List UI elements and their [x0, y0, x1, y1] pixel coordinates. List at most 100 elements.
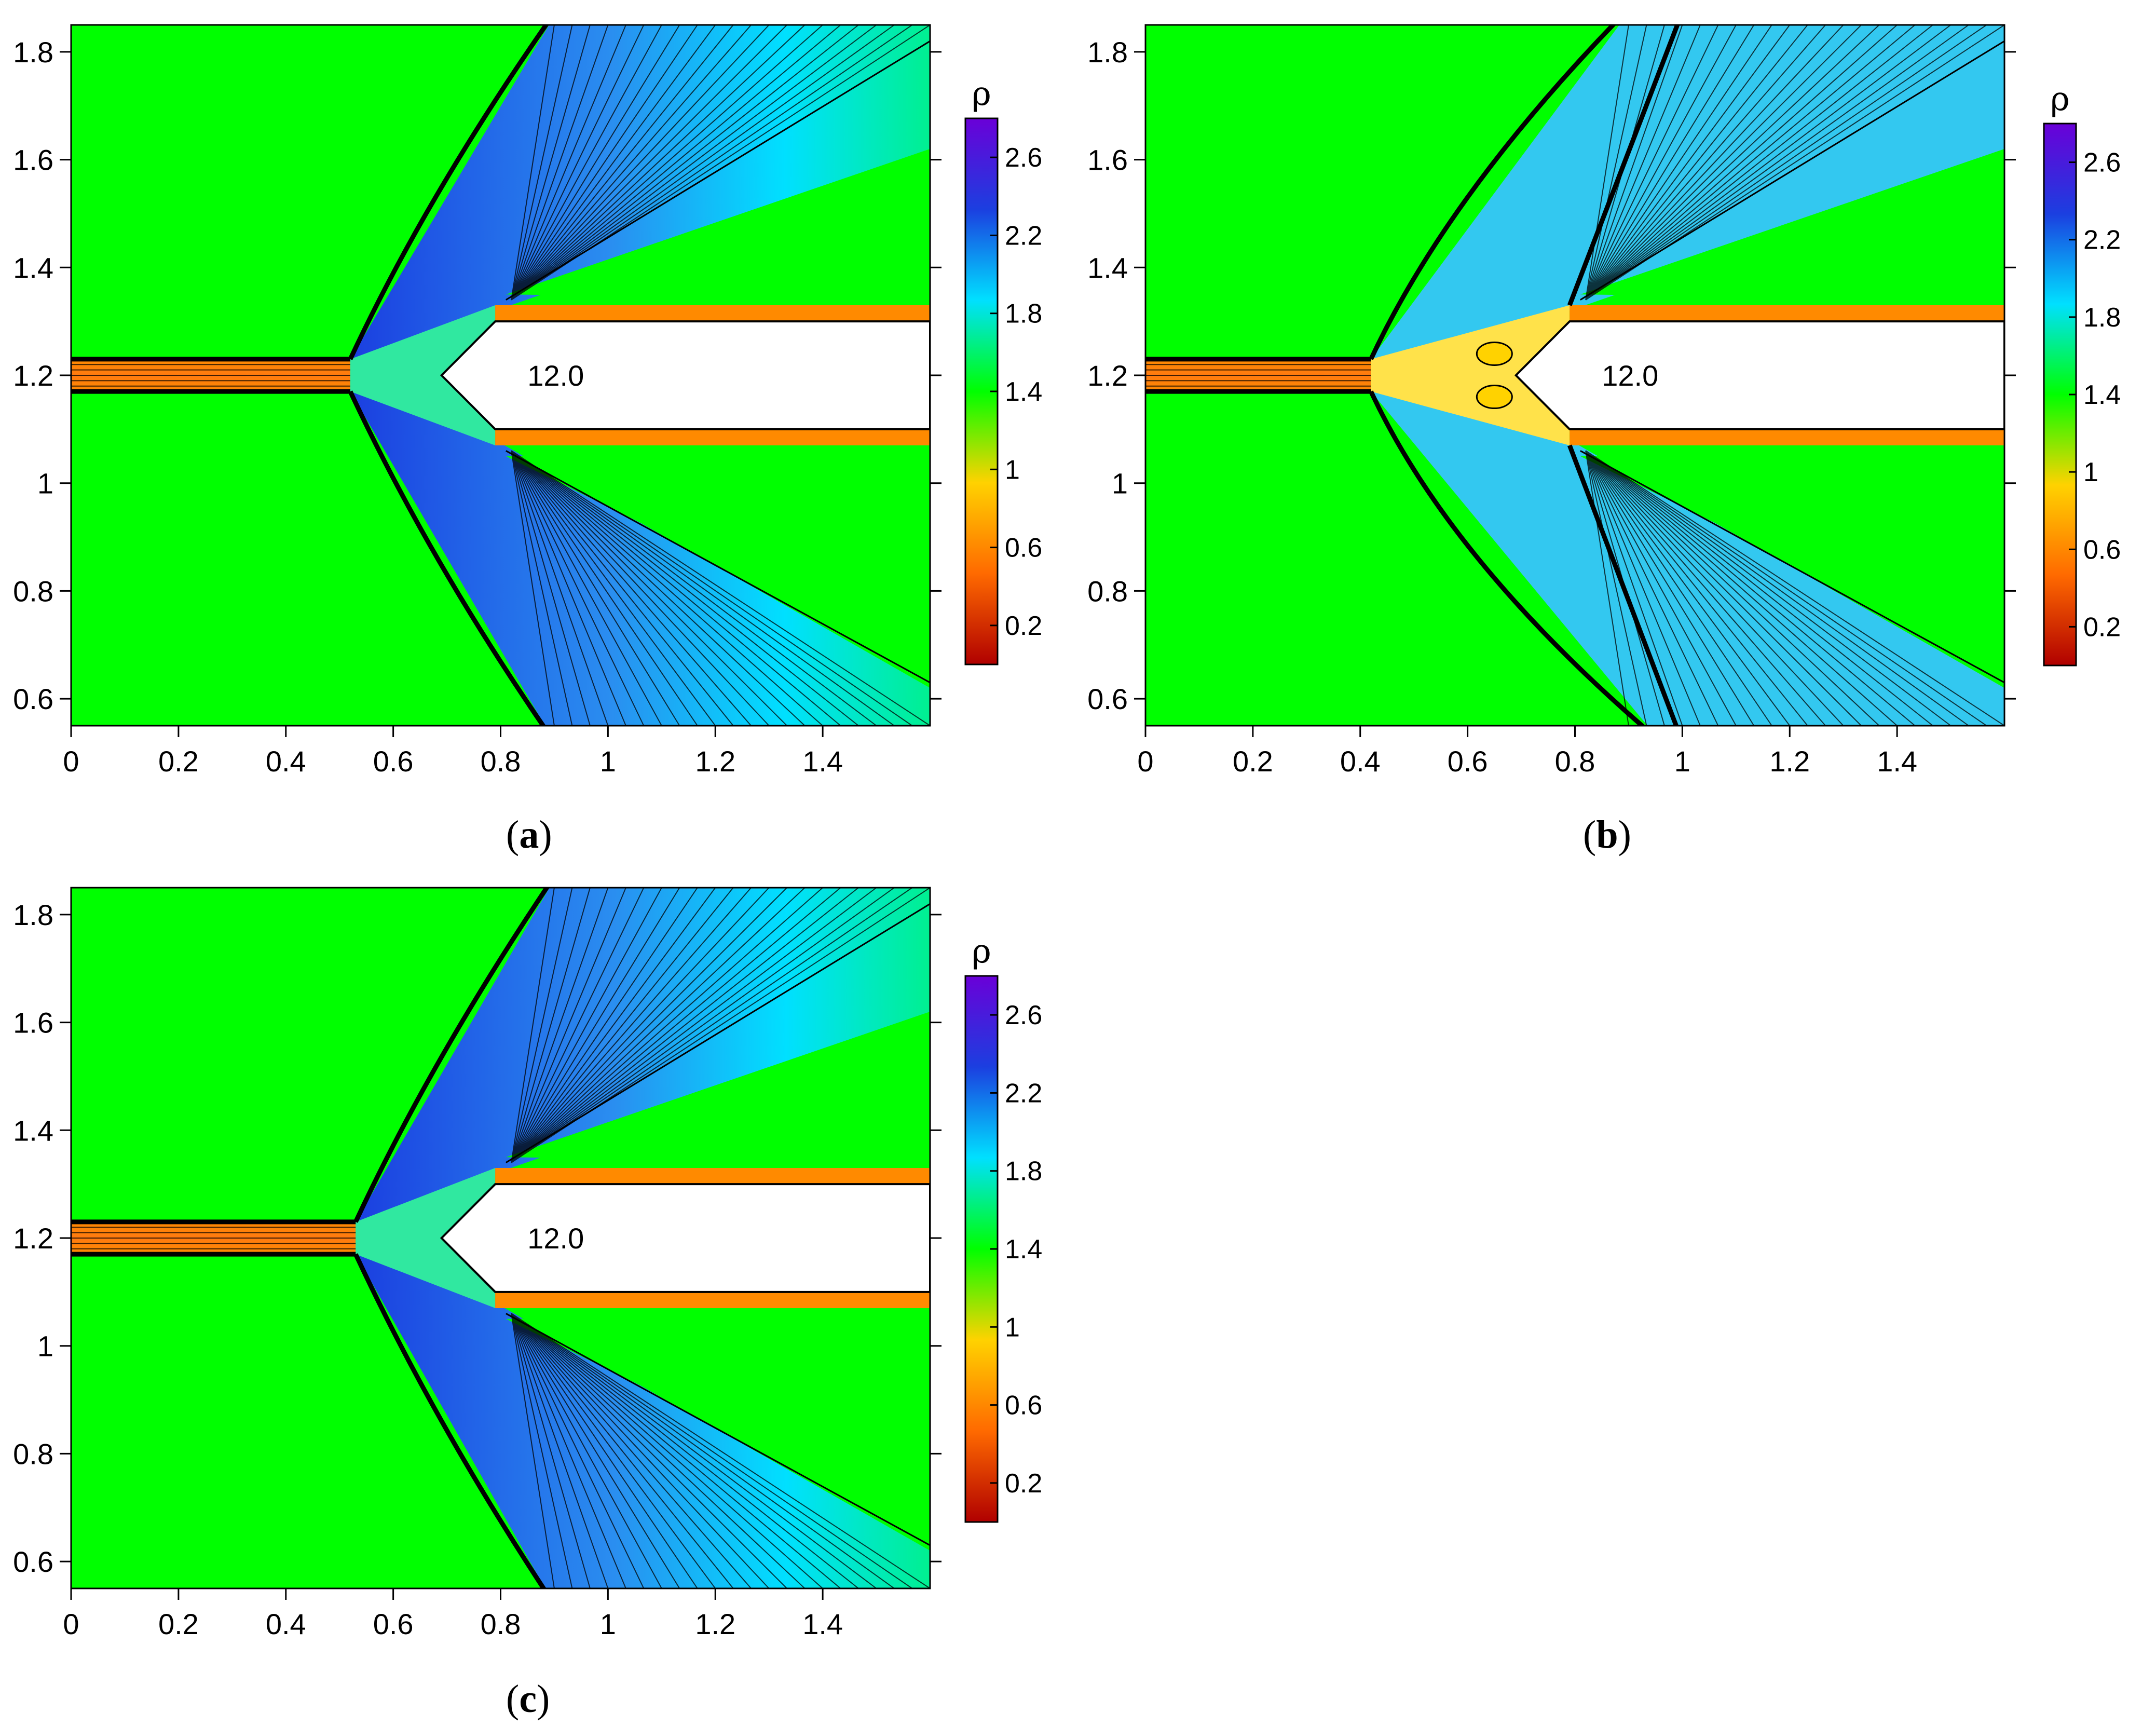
contour-line [1585, 25, 1933, 301]
contour-line [1585, 25, 1647, 300]
lower-shear-layer [495, 429, 930, 445]
contour-line [511, 25, 877, 301]
colorbar-tick-label: 1.8 [1005, 299, 1042, 329]
contour-line [511, 25, 734, 301]
contour-line [511, 888, 823, 1163]
upper-wake-region [506, 1011, 930, 1163]
body-annotation: 12.0 [527, 1222, 584, 1255]
colorbar-tick-label: 1.8 [2083, 303, 2121, 333]
colorbar-title: ρ [972, 75, 991, 113]
caption-open: ( [506, 1677, 520, 1721]
contour-line [511, 25, 645, 301]
contour-line [511, 1313, 877, 1588]
contour-line [511, 1313, 680, 1588]
contour-line [1585, 25, 1952, 301]
contour-line [511, 25, 770, 301]
contour-line [511, 1313, 734, 1588]
y-tick-label: 1.2 [13, 359, 53, 392]
upper-wake-line [1580, 40, 2004, 301]
density-field [71, 25, 930, 726]
colorbar-tick-label: 1 [1005, 1312, 1020, 1342]
x-tick-label: 0 [63, 745, 79, 778]
colorbar-tick-label: 1.4 [1005, 1234, 1042, 1265]
contour-line [1585, 450, 1755, 726]
y-tick-label: 1.8 [13, 36, 53, 69]
contour-line [511, 1313, 662, 1588]
contour-line [511, 888, 752, 1163]
x-tick-label: 0 [63, 1608, 79, 1640]
colorbar-tick-label: 2.2 [1005, 221, 1042, 251]
contour-line [511, 1313, 859, 1588]
lower-bow-shock [353, 1253, 547, 1588]
contour-line [511, 25, 859, 301]
lower-shock-region [1371, 391, 2004, 726]
contour-line [511, 450, 662, 726]
contour-line [511, 451, 626, 726]
contour-line [511, 451, 609, 726]
stagnation-region [356, 1168, 496, 1308]
x-tick-label: 1.4 [802, 745, 843, 778]
x-tick-label: 0.8 [1555, 745, 1595, 778]
colorbar-tick-label: 0.2 [1005, 1469, 1042, 1499]
contour-line [1585, 451, 1683, 726]
contour-line [1585, 450, 1737, 726]
lower-wake-line [1580, 450, 2004, 684]
density-field [1145, 25, 2004, 726]
y-tick-label: 1 [37, 467, 53, 500]
contour-line [1585, 25, 1898, 301]
contour-lines [1145, 25, 2004, 726]
contour-line [1585, 25, 1969, 301]
body-annotation: 12.0 [527, 359, 584, 392]
contour-line [511, 451, 591, 726]
contour-line [511, 25, 662, 301]
caption-letter: b [1596, 813, 1618, 857]
y-tick-label: 1.6 [13, 144, 53, 176]
contour-line [511, 25, 823, 301]
contour-line [1585, 25, 1791, 301]
contour-plot-a: 12.0 0 0.2 0.4 0.6 0.8 1 1.2 1.4 0.6 0.8 1 1.2 1.4 1.6… [13, 24, 1042, 778]
contour-line [511, 888, 573, 1163]
upper-shear-layer [495, 305, 930, 322]
lower-secondary-shock [1567, 444, 1679, 726]
caption-a: (a) [506, 812, 552, 858]
contour-line [1585, 451, 1701, 726]
contour-line [1585, 25, 1737, 301]
x-tick-label: 1.4 [802, 1608, 843, 1640]
contour-plot-b: 12.0 0 0.2 0.4 0.6 0.8 1 1.2 1.4 0.6 0.8 1 1.2 1.4 1.6… [1087, 24, 2121, 778]
x-tick-label: 0.4 [266, 1608, 306, 1640]
colorbar-tick-label: 1.8 [1005, 1157, 1042, 1187]
colorbar-tick-label: 0.6 [1005, 1391, 1042, 1421]
contour-line [511, 450, 698, 726]
contour-line [511, 451, 555, 726]
caption-open: ( [506, 813, 520, 857]
colorbar-tick-label: 0.6 [2083, 535, 2121, 565]
x-tick-label: 0.2 [158, 745, 199, 778]
x-tick-label: 0.8 [481, 745, 521, 778]
contour-line [511, 1313, 787, 1588]
y-tick-label: 0.8 [13, 1437, 53, 1470]
contour-line [511, 450, 770, 726]
y-axis: 0.6 0.8 1 1.2 1.4 1.6 1.8 [13, 36, 941, 715]
contour-line [511, 888, 609, 1163]
contour-line [511, 25, 591, 300]
contour-line [511, 25, 573, 300]
contour-line [1585, 25, 1916, 301]
y-tick-label: 1.4 [1087, 251, 1128, 284]
contour-line [511, 25, 841, 301]
wake-lines [506, 903, 930, 1546]
lower-wake-region [1580, 451, 2004, 667]
contour-line [511, 1313, 609, 1588]
vortex-eddy [1476, 341, 1513, 366]
contour-line [511, 1313, 555, 1588]
x-tick-label: 1 [600, 1608, 616, 1640]
lower-shear-layer [1570, 429, 2004, 445]
y-tick-label: 0.6 [13, 683, 53, 715]
panel-a: 12.0 0 0.2 0.4 0.6 0.8 1 1.2 1.4 0.6 0.8 1 1.2 1.4 1.6… [0, 0, 1078, 863]
contour-line [1585, 25, 1683, 300]
contour-line [511, 25, 806, 301]
x-axis: 0 0.2 0.4 0.6 0.8 1 1.2 1.4 [63, 726, 843, 778]
contour-line [1585, 450, 1969, 726]
contour-line [1585, 450, 1933, 726]
contour-line [511, 450, 645, 726]
upper-bow-shock [1369, 25, 1617, 360]
